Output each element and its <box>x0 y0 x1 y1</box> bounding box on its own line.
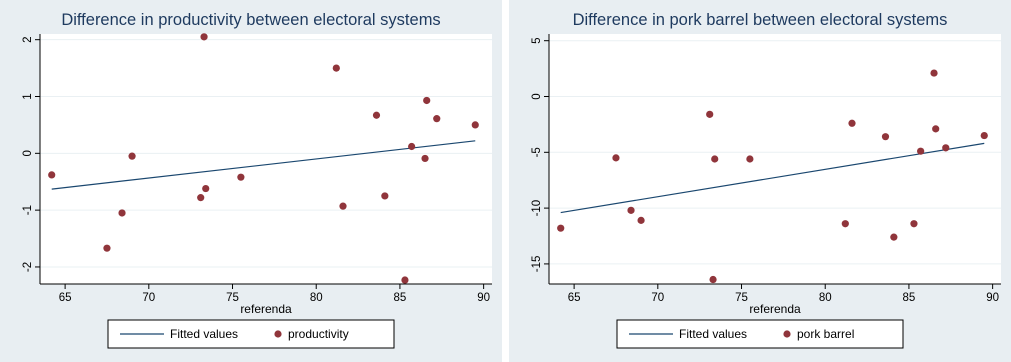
legend-label: Fitted values <box>170 327 238 341</box>
legend-point-swatch <box>274 330 282 338</box>
x-tick-label: 70 <box>142 292 155 304</box>
data-point <box>706 110 714 118</box>
data-point <box>471 121 479 129</box>
data-point <box>612 154 620 162</box>
data-point <box>118 209 126 217</box>
plot-area <box>40 34 492 284</box>
x-tick-label: 80 <box>310 292 323 304</box>
data-point <box>237 173 245 181</box>
y-tick-label: 5 <box>531 37 543 43</box>
chart-pork-barrel: Difference in pork barrel between electo… <box>531 11 1001 349</box>
data-point <box>637 216 645 224</box>
chart-title: Difference in productivity between elect… <box>61 11 440 29</box>
data-point <box>48 171 56 179</box>
legend-label: productivity <box>288 327 349 341</box>
data-point <box>381 192 389 200</box>
data-point <box>942 144 950 152</box>
data-point <box>980 131 988 140</box>
data-point <box>202 184 210 193</box>
y-tick-label: -10 <box>531 200 543 217</box>
data-point <box>881 133 890 141</box>
x-axis-label: referenda <box>749 302 801 316</box>
data-point <box>917 147 925 155</box>
data-point <box>627 206 635 214</box>
x-tick-label: 85 <box>903 292 916 304</box>
chart-productivity: Difference in productivity between elect… <box>22 11 492 349</box>
y-tick-label: -5 <box>531 147 543 157</box>
data-point <box>200 33 208 41</box>
data-point <box>841 220 849 228</box>
data-point <box>332 64 340 72</box>
y-tick-label: 2 <box>22 36 34 42</box>
fitted-line <box>51 140 476 190</box>
y-tick-label: 0 <box>531 93 543 99</box>
data-point <box>746 155 754 163</box>
x-tick-label: 85 <box>394 292 407 304</box>
data-point <box>128 152 136 160</box>
data-point <box>372 111 381 119</box>
legend-point-swatch <box>783 330 791 338</box>
legend-label: Fitted values <box>679 327 747 341</box>
data-point <box>711 155 719 163</box>
legend-label: pork barrel <box>797 327 854 341</box>
data-point <box>433 115 441 123</box>
chart-panel-productivity: Difference in productivity between elect… <box>0 0 502 362</box>
data-point <box>709 275 717 284</box>
x-tick-label: 65 <box>59 292 72 304</box>
data-point <box>339 202 347 210</box>
data-point <box>408 142 416 151</box>
y-tick-label: 1 <box>22 93 34 99</box>
data-point <box>930 69 938 77</box>
data-point <box>910 220 918 228</box>
data-point <box>103 244 111 252</box>
x-tick-label: 65 <box>568 292 581 304</box>
data-point <box>932 125 940 133</box>
x-axis-label: referenda <box>240 302 292 316</box>
x-tick-label: 90 <box>477 292 490 304</box>
data-point <box>423 96 431 105</box>
data-point <box>197 194 205 202</box>
data-point <box>401 276 409 284</box>
data-point <box>557 224 565 232</box>
y-tick-label: -15 <box>531 256 543 273</box>
x-tick-label: 80 <box>819 292 832 304</box>
y-tick-label: 0 <box>22 150 34 156</box>
data-point <box>421 154 429 163</box>
chart-title: Difference in pork barrel between electo… <box>573 11 948 29</box>
x-tick-label: 90 <box>986 292 999 304</box>
plot-area <box>549 34 1001 284</box>
y-tick-label: -2 <box>22 262 34 272</box>
data-point <box>890 233 898 241</box>
data-point <box>848 119 856 127</box>
x-tick-label: 75 <box>735 292 748 304</box>
chart-panel-pork-barrel: Difference in pork barrel between electo… <box>509 0 1011 362</box>
y-tick-label: -1 <box>22 205 34 215</box>
x-tick-label: 75 <box>226 292 239 304</box>
x-tick-label: 70 <box>651 292 664 304</box>
fitted-line <box>560 142 985 214</box>
